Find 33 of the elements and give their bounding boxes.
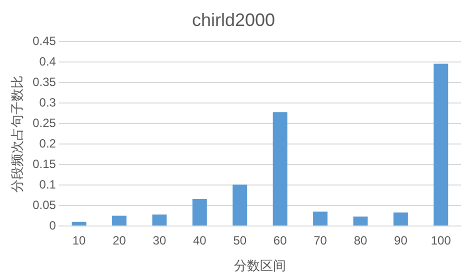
chart-title: chirld2000	[192, 10, 276, 30]
bar	[393, 212, 408, 226]
bar	[353, 216, 368, 226]
y-axis-title: 分段频次占句子数比	[9, 75, 24, 192]
x-tick-label: 90	[394, 234, 408, 248]
bar	[272, 112, 288, 226]
y-tick-label: 0.45	[32, 34, 56, 48]
x-tick-label: 60	[273, 234, 288, 248]
y-tick-label: 0.05	[32, 198, 56, 212]
y-tick-label: 0.35	[32, 74, 56, 89]
bar	[313, 212, 328, 226]
y-tick-label: 0.2	[39, 136, 56, 150]
bar	[434, 64, 448, 226]
bar	[152, 214, 167, 226]
y-tick-label: 0.25	[32, 116, 56, 130]
x-tick-label: 100	[430, 234, 452, 248]
x-axis-title: 分数区间	[234, 258, 286, 273]
x-tick-label: 30	[152, 234, 166, 248]
x-tick-label: 40	[192, 234, 207, 248]
bar	[192, 198, 207, 226]
y-tick-label: 0.3	[39, 95, 56, 110]
y-tick-label: 0.1	[39, 177, 56, 192]
bar	[112, 216, 126, 226]
x-tick-label: 50	[233, 234, 247, 248]
y-tick-label: 0	[49, 218, 56, 232]
y-tick-label: 0.4	[39, 54, 56, 68]
x-tick-label: 10	[72, 234, 86, 248]
x-tick-label: 70	[314, 234, 328, 248]
y-tick-label: 0.15	[32, 156, 56, 171]
bar	[232, 184, 248, 226]
x-tick-label: 80	[354, 234, 368, 248]
x-tick-label: 20	[112, 234, 126, 248]
bar	[72, 222, 86, 226]
